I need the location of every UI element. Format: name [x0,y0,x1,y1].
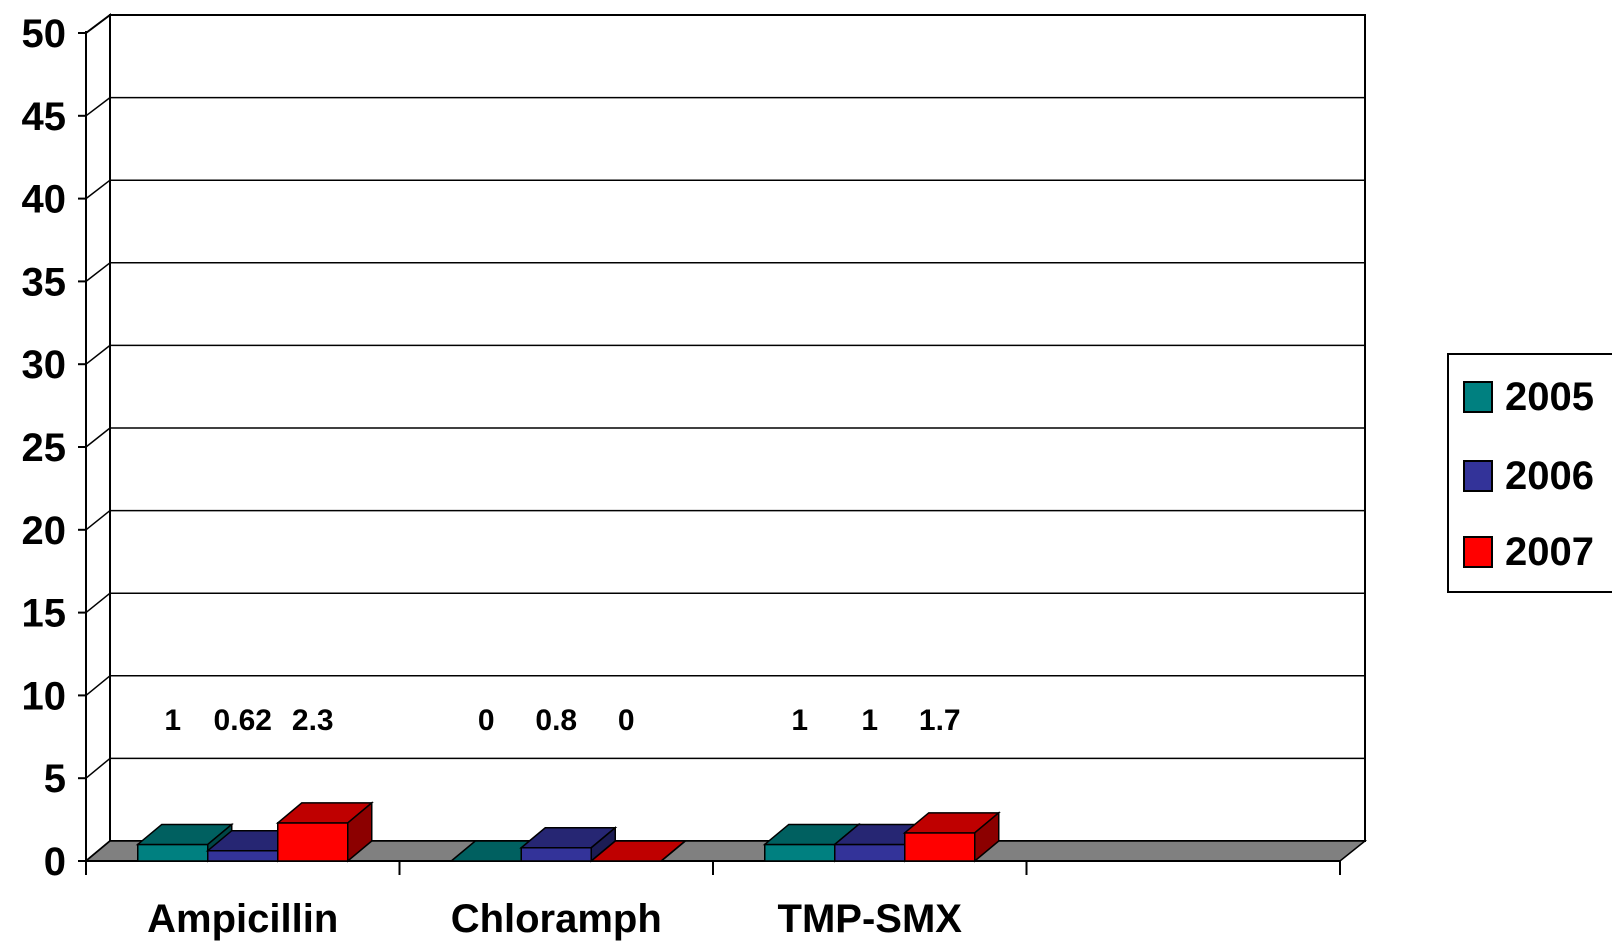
data-label: 1.7 [919,704,961,737]
data-label: 1 [164,704,181,737]
y-tick-label: 25 [22,426,67,470]
legend-swatch-2006 [1463,460,1493,492]
bar-front [904,832,976,862]
x-category-label: TMP-SMX [778,897,963,941]
data-label: 1 [791,704,808,737]
y-tick-label: 35 [22,260,67,304]
data-label: 1 [861,704,878,737]
legend-item-2007: 2007 [1463,529,1594,574]
bar-side [974,811,1000,863]
data-label: 0 [618,704,635,737]
gridline-side [85,427,111,448]
data-label: 2.3 [292,704,334,737]
data-label: 0 [478,704,495,737]
gridline-side [85,510,111,531]
bar-front [137,843,209,862]
gridline-side [85,592,111,614]
bar-front [764,843,836,862]
y-tick-label: 10 [22,674,67,718]
gridline-side [85,344,111,365]
bar-front [520,847,592,862]
y-tick-label: 15 [22,592,67,636]
bar-side [347,801,373,863]
data-label: 0.62 [214,704,272,737]
bar-side [660,840,686,862]
bar-front [277,822,349,862]
legend-label-2005: 2005 [1505,374,1594,419]
gridline-side [85,675,111,696]
legend-label-2006: 2006 [1505,453,1594,498]
y-tick-label: 50 [22,12,67,56]
gridline-side [85,757,111,779]
gridline-side [85,262,111,282]
bar-front [834,843,906,862]
legend-item-2006: 2006 [1463,453,1594,498]
y-tick-label: 0 [44,840,66,884]
y-tick-label: 45 [22,95,67,139]
data-label: 0.8 [535,704,577,737]
legend-item-2005: 2005 [1463,374,1594,419]
x-category-label: Chloramph [451,897,662,941]
y-tick-label: 20 [22,509,67,553]
bar-front [207,849,279,862]
y-tick-label: 40 [22,178,67,222]
x-category-label: Ampicillin [147,897,338,941]
gridline-side [85,14,111,34]
y-tick-label: 5 [44,757,66,801]
gridline-side [85,179,111,200]
legend-swatch-2007 [1463,536,1493,568]
legend-swatch-2005 [1463,381,1493,413]
legend: 2005 2006 2007 [1447,353,1612,593]
legend-label-2007: 2007 [1505,529,1594,574]
gridline-side [85,97,111,117]
y-tick-label: 30 [22,343,67,387]
